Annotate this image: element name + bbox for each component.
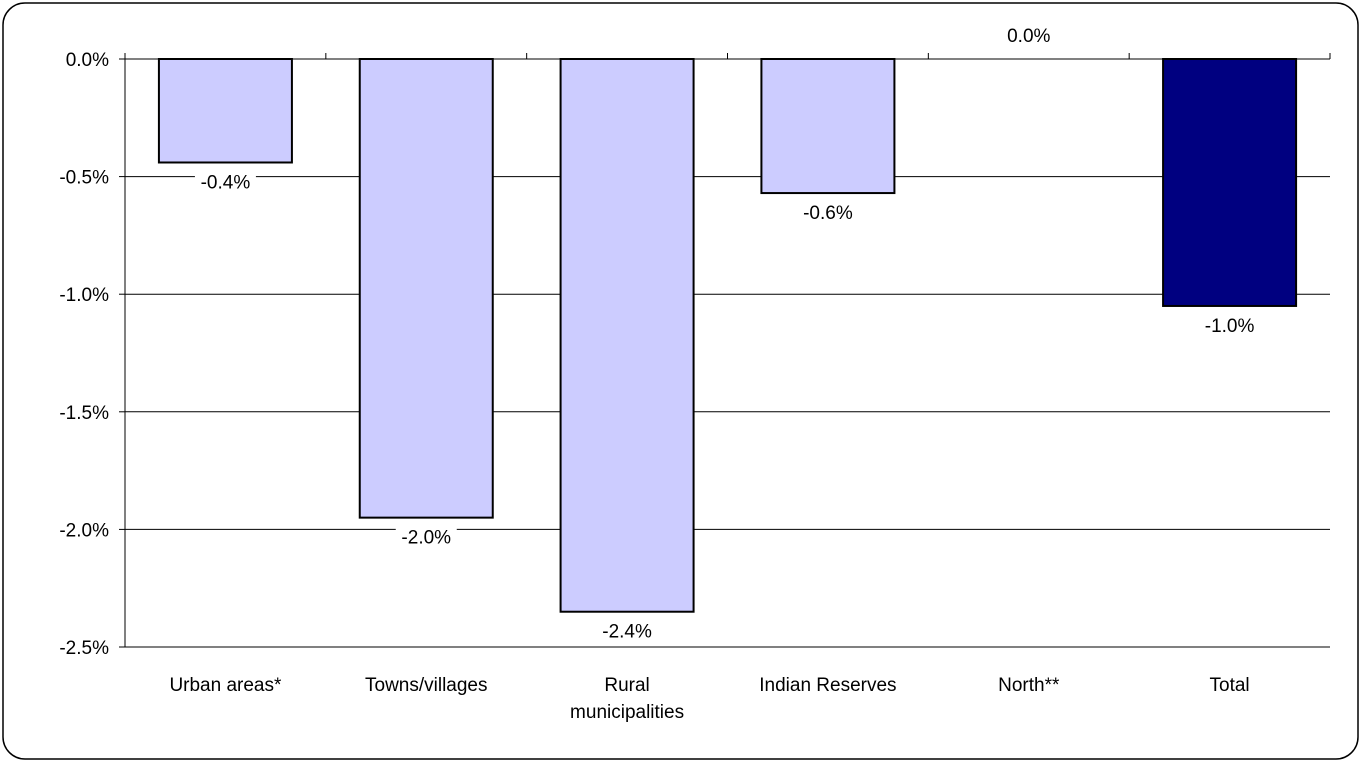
bar [760, 58, 896, 195]
x-tick-label: municipalities [570, 702, 684, 723]
y-tick-label: -1.5% [59, 403, 109, 424]
data-label-bg [395, 524, 457, 549]
x-tick-label: North** [998, 675, 1060, 696]
x-axis: Urban areas* Towns/villages Rural municipal… [124, 53, 1331, 723]
bars [157, 58, 1298, 613]
bar [358, 58, 494, 519]
data-label: -0.6% [803, 203, 853, 224]
x-tick-label: Rural [604, 675, 649, 696]
y-tick-label: -1.0% [59, 285, 109, 306]
data-label-bg [596, 618, 658, 643]
y-tick-label: -2.0% [59, 520, 109, 541]
data-label: -2.4% [602, 622, 652, 643]
bar [1162, 58, 1298, 307]
data-label: -1.0% [1205, 316, 1255, 337]
bar [157, 58, 293, 164]
data-label-bg [1199, 312, 1261, 337]
x-tick-label: Indian Reserves [759, 675, 896, 696]
data-label: 0.0% [1007, 26, 1050, 47]
data-labels: -0.4% -2.0% -2.4% -0.6% 0.0% -1.0% [194, 26, 1261, 643]
x-tick-label: Urban areas* [169, 675, 282, 696]
y-axis: 0.0% -0.5% -1.0% -1.5% -2.0% -2.5% [59, 50, 126, 659]
data-label-bg [194, 169, 256, 194]
y-tick-label: -0.5% [59, 168, 109, 189]
y-tick-label: 0.0% [66, 50, 109, 71]
data-label: -2.0% [401, 528, 451, 549]
data-label-bg [797, 200, 859, 225]
bar [559, 58, 695, 613]
x-tick-label: Total [1210, 675, 1250, 696]
y-tick-label: -2.5% [59, 638, 109, 659]
x-tick-label: Towns/villages [365, 675, 488, 696]
data-label: -0.4% [201, 172, 251, 193]
